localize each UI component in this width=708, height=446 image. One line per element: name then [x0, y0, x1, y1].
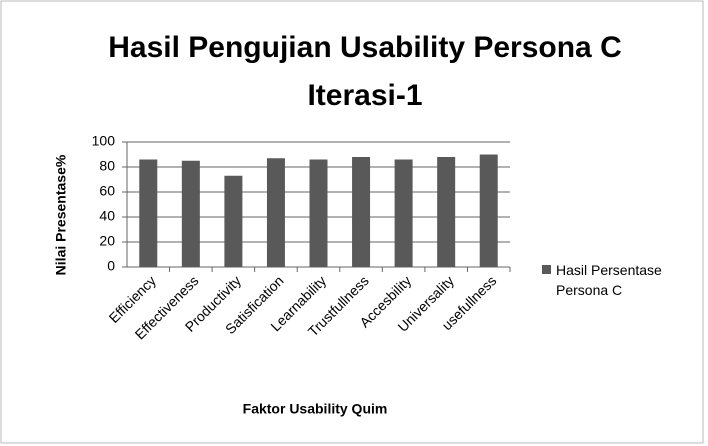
bar [352, 157, 371, 267]
legend-swatch [542, 265, 551, 274]
x-axis-label: Faktor Usability Quim [243, 401, 388, 417]
y-tick-label: 40 [99, 208, 115, 224]
bar [437, 157, 456, 267]
bar [266, 158, 285, 267]
legend-label: Hasil Persentase Persona C [556, 262, 662, 298]
bar [309, 159, 328, 267]
y-tick-label: 60 [99, 183, 115, 199]
bar [224, 175, 243, 267]
y-tick-label: 100 [92, 133, 116, 149]
y-tick-label: 0 [107, 258, 115, 274]
y-tick-label: 20 [99, 233, 115, 249]
bar [181, 160, 200, 267]
bar [479, 154, 498, 267]
bar [394, 159, 413, 267]
y-tick-label: 80 [99, 158, 115, 174]
bar [139, 159, 158, 267]
chart-title: Hasil Pengujian Usability Persona C Iter… [108, 31, 622, 112]
y-axis-label: Nilai Presentase% [53, 154, 69, 275]
